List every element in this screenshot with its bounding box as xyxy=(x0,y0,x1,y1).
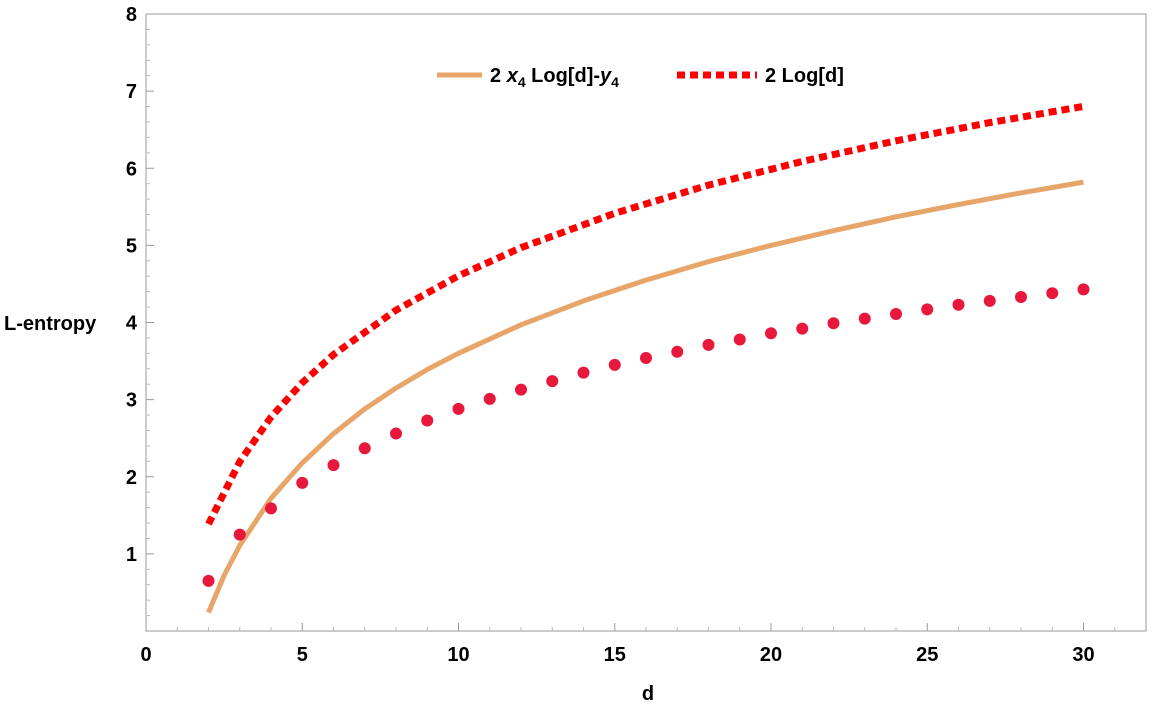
data-point xyxy=(452,402,465,415)
data-point xyxy=(1077,283,1090,296)
data-point xyxy=(640,351,652,364)
data-point xyxy=(265,502,277,515)
y-tick-label: 3 xyxy=(126,390,137,412)
data-point xyxy=(890,308,902,321)
y-tick-label: 4 xyxy=(126,313,138,335)
data-point xyxy=(1015,291,1027,304)
data-point xyxy=(483,392,496,405)
data-point xyxy=(296,476,309,489)
data-point xyxy=(327,459,340,472)
y-tick-label: 8 xyxy=(126,4,137,26)
x-tick-label: 10 xyxy=(447,644,469,666)
x-axis-title: d xyxy=(642,683,654,705)
data-point xyxy=(202,574,215,587)
legend: 2 x4 Log[d]-y4 2 Log[d] xyxy=(437,65,844,90)
data-point xyxy=(983,294,996,307)
series-layer xyxy=(202,102,1090,614)
tick-labels: 0 5 10 15 20 25 30 1 2 3 4 5 6 7 8 xyxy=(126,4,1095,666)
data-point xyxy=(515,383,527,396)
y-tick-label: 6 xyxy=(126,158,137,180)
legend-fit-x-sub: 4 xyxy=(518,74,526,90)
series-line-fit xyxy=(206,179,1084,614)
data-point xyxy=(671,345,684,358)
legend-label-fit: 2 x4 Log[d]-y4 xyxy=(490,65,619,90)
data-point xyxy=(233,528,246,541)
x-tick-label: 0 xyxy=(140,644,151,666)
y-tick-label: 5 xyxy=(126,235,137,257)
data-point xyxy=(765,327,777,340)
data-point xyxy=(608,358,621,371)
data-point xyxy=(577,366,590,379)
y-axis-title: L-entropy xyxy=(4,313,97,335)
data-point xyxy=(421,414,434,427)
legend-fit-y: y xyxy=(599,65,612,87)
x-tick-label: 5 xyxy=(297,644,308,666)
x-tick-label: 30 xyxy=(1072,644,1094,666)
plot-frame xyxy=(145,13,1147,632)
y-tick-label: 2 xyxy=(126,467,137,489)
data-point xyxy=(827,317,840,330)
y-tick-label: 1 xyxy=(126,544,137,566)
legend-fit-y-sub: 4 xyxy=(611,74,619,90)
data-point xyxy=(702,338,715,351)
legend-label-log: 2 Log[d] xyxy=(765,65,844,87)
data-point xyxy=(390,427,402,440)
legend-fit-part2: Log[d]- xyxy=(526,65,600,87)
x-tick-label: 25 xyxy=(916,644,938,666)
data-point xyxy=(546,375,559,388)
series-line-log xyxy=(205,102,1085,526)
data-point xyxy=(952,298,965,311)
x-tick-label: 15 xyxy=(604,644,626,666)
data-point xyxy=(858,312,871,325)
data-point xyxy=(358,442,371,455)
data-point xyxy=(733,333,746,346)
legend-fit-x: x xyxy=(506,65,519,87)
x-tick-label: 20 xyxy=(760,644,782,666)
y-tick-label: 7 xyxy=(126,81,137,103)
legend-fit-part1: 2 xyxy=(490,65,507,87)
data-point xyxy=(921,303,934,316)
tick-marks xyxy=(145,13,1116,631)
data-point xyxy=(1046,287,1059,300)
data-point xyxy=(796,322,809,335)
